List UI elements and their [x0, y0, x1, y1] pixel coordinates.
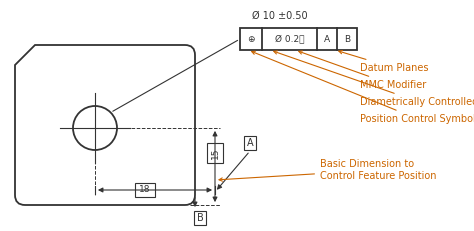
Text: Basic Dimension to
Control Feature Position: Basic Dimension to Control Feature Posit… — [219, 159, 437, 181]
Text: Diametrically Controlled: Diametrically Controlled — [274, 51, 474, 107]
Bar — [240, 28, 357, 50]
Text: 18: 18 — [139, 185, 151, 195]
Text: 15: 15 — [210, 147, 219, 159]
Text: A: A — [324, 34, 330, 43]
Text: B: B — [344, 34, 350, 43]
Bar — [207, 143, 223, 163]
Text: B: B — [197, 213, 203, 223]
Text: Datum Planes: Datum Planes — [339, 51, 428, 73]
Text: Position Control Symbol: Position Control Symbol — [252, 51, 474, 124]
Text: Ø 0.2Ⓜ: Ø 0.2Ⓜ — [275, 34, 304, 43]
Bar — [135, 183, 155, 197]
Text: A: A — [246, 138, 253, 148]
Text: ⊕: ⊕ — [247, 34, 255, 43]
Text: MMC Modifier: MMC Modifier — [299, 51, 426, 90]
Text: Ø 10 ±0.50: Ø 10 ±0.50 — [252, 11, 308, 21]
